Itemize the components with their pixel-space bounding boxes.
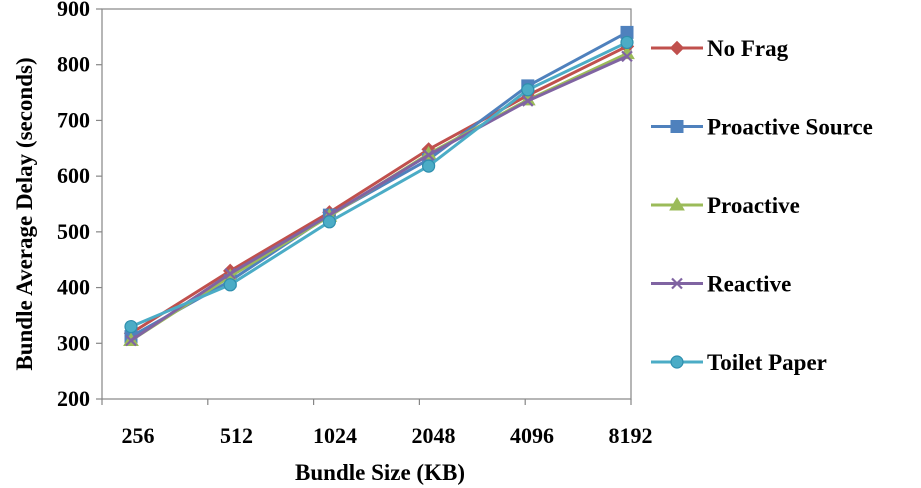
x-tick-label: 8192 <box>609 423 653 448</box>
series-line <box>130 54 628 342</box>
series-line <box>130 44 628 335</box>
data-point <box>224 267 236 280</box>
data-point <box>125 334 137 347</box>
y-tick-label: 200 <box>57 386 90 411</box>
data-point <box>422 149 435 161</box>
legend-item: Toilet Paper <box>651 350 827 375</box>
x-axis: 256 512 1024 2048 4096 8192 <box>101 399 653 448</box>
x-tick-label: 2048 <box>412 423 456 448</box>
data-point <box>621 50 633 63</box>
y-tick-label: 800 <box>57 52 90 77</box>
data-point <box>322 215 336 229</box>
legend-item: Proactive Source <box>651 115 873 140</box>
data-point <box>422 159 436 173</box>
data-point <box>620 35 634 50</box>
y-tick-label: 900 <box>57 0 90 21</box>
series-reactive <box>125 50 633 347</box>
y-axis: 200 300 400 500 600 700 800 900 <box>57 0 102 411</box>
y-tick-label: 300 <box>57 330 90 355</box>
legend-label: Toilet Paper <box>707 350 827 375</box>
legend: No Frag Proactive Source Proactive Reactive… <box>651 36 873 375</box>
series-line <box>130 41 628 328</box>
data-point <box>223 278 237 292</box>
data-point <box>522 95 534 107</box>
x-axis-title: Bundle Size (KB) <box>295 460 465 485</box>
y-tick-label: 700 <box>57 107 90 132</box>
legend-label: No Frag <box>707 36 789 61</box>
legend-label: Proactive Source <box>707 115 873 140</box>
legend-label: Proactive <box>707 193 800 218</box>
legend-item: No Frag <box>651 36 789 61</box>
legend-marker <box>670 120 684 133</box>
legend-item: Reactive <box>651 272 791 297</box>
y-tick-label: 600 <box>57 163 90 188</box>
legend-marker <box>669 197 685 211</box>
x-tick-label: 4096 <box>510 423 554 448</box>
legend-item: Proactive <box>651 193 800 218</box>
x-tick-label: 512 <box>220 423 253 448</box>
legend-marker <box>669 40 685 56</box>
legend-label: Reactive <box>707 272 791 297</box>
x-tick-label: 1024 <box>313 423 357 448</box>
data-point <box>124 319 138 334</box>
plot-area <box>101 8 632 400</box>
legend-marker <box>670 355 684 369</box>
y-tick-label: 400 <box>57 275 90 300</box>
series-toilet-paper <box>124 35 634 334</box>
y-tick-label: 500 <box>57 219 90 244</box>
x-tick-label: 256 <box>122 423 155 448</box>
series-layer <box>123 25 635 347</box>
data-point <box>521 83 535 97</box>
legend-marker <box>671 277 683 290</box>
y-axis-title: Bundle Average Delay (seconds) <box>12 57 37 370</box>
